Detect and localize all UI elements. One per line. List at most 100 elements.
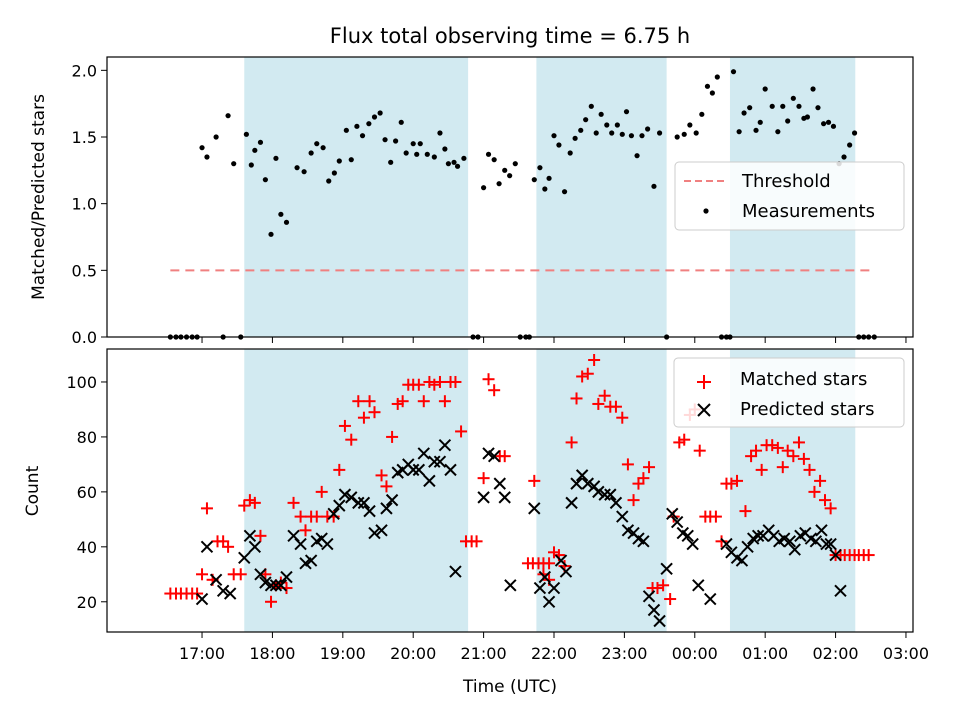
measurement-point — [417, 141, 423, 147]
measurement-point — [531, 177, 537, 183]
predicted-marker-b — [423, 474, 436, 488]
matched-star-marker — [428, 378, 441, 391]
matched-star-marker — [637, 472, 650, 485]
matched-star-marker — [338, 419, 351, 432]
matched-star-marker — [455, 425, 468, 438]
measurement-point — [714, 74, 720, 80]
matched-star-marker — [787, 450, 800, 463]
predicted-marker-b — [554, 554, 568, 567]
measurement-point — [810, 86, 816, 92]
predicted-marker-b — [504, 579, 517, 592]
measurement-point — [593, 130, 599, 136]
measurement-point — [769, 103, 775, 109]
measurement-point — [225, 113, 231, 119]
measurement-point — [825, 119, 832, 125]
matched-star-marker — [333, 463, 346, 476]
predicted-star-marker — [720, 537, 733, 551]
measurement-point — [847, 142, 853, 148]
predicted-marker-b — [681, 529, 694, 543]
predicted-marker-b — [254, 568, 267, 581]
measurement-point — [424, 151, 430, 157]
measurement-point — [348, 157, 354, 163]
predicted-marker-b — [809, 535, 823, 548]
predicted-marker-b — [287, 529, 300, 543]
predicted-marker-b — [209, 573, 223, 587]
x-tick-label: 01:00 — [742, 644, 788, 663]
y-tick-label: 80 — [77, 428, 97, 447]
predicted-star-marker — [223, 587, 237, 600]
ratio-panel: 0.00.51.01.52.0 Matched/Predicted stars … — [29, 56, 914, 347]
predicted-star-marker — [327, 507, 340, 521]
predicted-star-marker — [542, 595, 556, 608]
predicted-marker-b — [653, 614, 666, 628]
measurement-point — [561, 189, 568, 195]
predicted-marker-b — [412, 463, 426, 477]
matched-star-marker — [528, 474, 541, 487]
predicted-marker-b — [280, 570, 293, 584]
predicted-marker-b — [598, 488, 611, 501]
predicted-star-marker — [538, 570, 552, 584]
measurement-point — [437, 130, 443, 136]
predicted-marker-b — [799, 526, 812, 540]
matched-star-marker — [386, 430, 399, 443]
measurement-point — [243, 131, 249, 137]
predicted-star-marker — [449, 565, 462, 578]
predicted-marker-b — [449, 565, 462, 578]
measurement-point — [262, 177, 268, 183]
matched-star-marker — [766, 439, 779, 452]
matched-star-marker — [643, 461, 656, 474]
matched-star-marker — [693, 444, 706, 457]
matched-star-marker — [771, 441, 784, 454]
measurement-point — [753, 127, 759, 133]
predicted-star-marker — [604, 488, 617, 501]
measurement-point — [359, 133, 366, 139]
measurement-point — [674, 134, 680, 140]
measurement-point — [572, 135, 578, 141]
x-axis-label: Time (UTC) — [462, 677, 557, 697]
predicted-marker-b — [660, 562, 673, 576]
predicted-star-marker — [686, 537, 699, 551]
predicted-marker-b — [238, 551, 251, 565]
predicted-marker-b — [487, 449, 501, 463]
matched-star-marker — [238, 499, 251, 512]
measurement-point — [451, 159, 457, 165]
legend-predicted-swatch — [697, 403, 711, 417]
predicted-marker-b — [565, 496, 578, 510]
matched-star-marker — [725, 477, 738, 490]
measurement-point — [681, 131, 687, 137]
measurement-point — [204, 154, 210, 160]
predicted-marker-b — [357, 496, 371, 510]
predicted-star-marker — [660, 562, 673, 576]
observing-window-band — [244, 57, 469, 337]
predicted-star-marker — [570, 477, 583, 490]
predicted-marker-b — [338, 488, 352, 501]
measurement-point — [614, 122, 620, 128]
matched-star-marker — [803, 463, 816, 476]
predicted-marker-b — [438, 438, 452, 452]
predicted-marker-b — [533, 581, 547, 595]
predicted-marker-b — [547, 581, 561, 595]
predicted-star-marker — [834, 584, 847, 597]
matched-star-marker — [750, 444, 763, 457]
predicted-star-marker — [653, 614, 666, 628]
matched-star-marker — [543, 557, 556, 570]
top-y-axis-ticks: 0.0 0.5 1.0 1.5 2.0 — [72, 61, 107, 347]
measurement-point — [301, 169, 307, 175]
measurement-point — [851, 130, 858, 136]
measurement-point — [454, 163, 461, 169]
x-tick-label: 00:00 — [672, 644, 718, 663]
matched-star-marker — [265, 595, 278, 608]
top-x-axis-ticks — [201, 337, 907, 343]
predicted-stars-points — [195, 438, 847, 628]
predicted-star-marker — [592, 485, 605, 499]
predicted-star-marker — [642, 590, 656, 603]
predicted-marker-b — [815, 524, 828, 537]
predicted-marker-b — [767, 529, 780, 543]
predicted-marker-b — [621, 524, 635, 537]
measurement-point — [537, 165, 543, 171]
predicted-marker-b — [327, 507, 340, 521]
matched-star-marker — [477, 472, 490, 485]
measurement-point — [704, 83, 711, 89]
matched-star-marker — [709, 510, 722, 523]
measurement-point — [294, 165, 300, 171]
